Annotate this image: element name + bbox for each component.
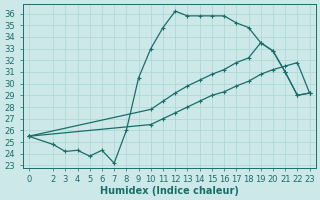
X-axis label: Humidex (Indice chaleur): Humidex (Indice chaleur) (100, 186, 238, 196)
